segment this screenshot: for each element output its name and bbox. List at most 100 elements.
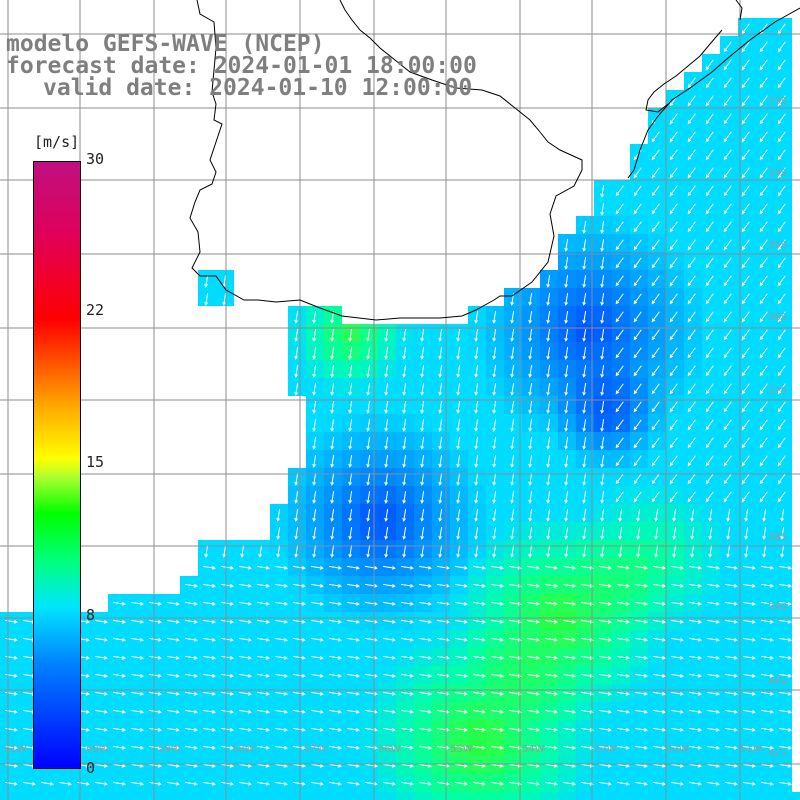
wind-vector-arrow <box>742 619 756 624</box>
wind-vector-arrow <box>292 691 306 696</box>
wind-speed-cell <box>252 792 270 800</box>
wind-vector-arrow <box>474 436 479 450</box>
wind-vector-arrow <box>669 257 678 269</box>
wind-vector-arrow <box>544 673 558 678</box>
wind-vector-arrow <box>130 601 144 606</box>
wind-vector-arrow <box>274 565 288 570</box>
wind-speed-cell <box>54 792 72 800</box>
wind-vector-arrow <box>706 673 720 678</box>
wind-vector-arrow <box>652 619 666 624</box>
wind-vector-arrow <box>777 203 786 215</box>
wind-vector-arrow <box>723 347 732 359</box>
wind-speed-cell <box>792 792 800 800</box>
wind-vector-arrow <box>292 745 306 750</box>
wind-vector-arrow <box>400 745 414 750</box>
wind-vector-arrow <box>687 491 696 503</box>
wind-vector-arrow <box>454 637 468 642</box>
wind-vector-arrow <box>148 691 162 696</box>
wind-vector-arrow <box>382 709 396 714</box>
wind-vector-arrow <box>600 526 605 540</box>
wind-vector-arrow <box>600 184 605 198</box>
wind-vector-arrow <box>492 472 497 486</box>
wind-vector-arrow <box>562 565 576 570</box>
wind-vector-arrow <box>330 382 335 396</box>
wind-vector-arrow <box>148 637 162 642</box>
wind-vector-arrow <box>760 637 774 642</box>
wind-vector-arrow <box>580 601 594 606</box>
wind-speed-cell <box>72 792 90 800</box>
wind-vector-arrow <box>166 709 180 714</box>
wind-vector-arrow <box>672 508 677 522</box>
wind-vector-arrow <box>274 619 288 624</box>
wind-vector-arrow <box>508 709 522 714</box>
wind-vector-arrow <box>402 400 407 414</box>
wind-vector-arrow <box>778 601 792 606</box>
wind-vector-arrow <box>384 526 389 540</box>
wind-vector-arrow <box>238 637 252 642</box>
wind-vector-arrow <box>706 565 720 570</box>
wind-vector-arrow <box>364 673 378 678</box>
wind-vector-arrow <box>741 293 750 305</box>
wind-vector-arrow <box>742 709 756 714</box>
wind-vector-arrow <box>240 544 245 558</box>
wind-vector-arrow <box>220 655 234 660</box>
wind-vector-arrow <box>615 491 624 503</box>
wind-vector-arrow <box>526 655 540 660</box>
wind-vector-arrow <box>562 601 576 606</box>
wind-vector-arrow <box>4 691 18 696</box>
wind-vector-arrow <box>310 673 324 678</box>
wind-vector-arrow <box>472 781 486 786</box>
wind-vector-arrow <box>112 745 126 750</box>
wind-vector-arrow <box>582 310 587 324</box>
wind-vector-arrow <box>312 382 317 396</box>
wind-vector-arrow <box>759 185 768 197</box>
wind-vector-arrow <box>220 583 234 588</box>
wind-vector-arrow <box>510 328 515 342</box>
wind-vector-arrow <box>687 131 696 143</box>
wind-vector-arrow <box>705 77 714 89</box>
wind-vector-arrow <box>760 655 774 660</box>
wind-vector-arrow <box>4 781 18 786</box>
wind-vector-arrow <box>510 346 515 360</box>
wind-vector-arrow <box>294 472 299 486</box>
wind-vector-arrow <box>759 437 768 449</box>
wind-vector-arrow <box>742 781 756 786</box>
wind-vector-arrow <box>492 436 497 450</box>
wind-vector-arrow <box>420 508 425 522</box>
wind-vector-arrow <box>651 329 660 341</box>
title-forecast-date: forecast date: 2024-01-01 18:00:00 <box>6 53 477 79</box>
wind-vector-arrow <box>777 347 786 359</box>
wind-vector-arrow <box>723 455 732 467</box>
wind-vector-arrow <box>274 691 288 696</box>
wind-vector-arrow <box>582 292 587 306</box>
wind-vector-arrow <box>490 709 504 714</box>
wind-vector-arrow <box>112 763 126 768</box>
wind-vector-arrow <box>687 401 696 413</box>
wind-vector-arrow <box>420 418 425 432</box>
wind-vector-arrow <box>618 544 623 558</box>
wind-vector-arrow <box>238 781 252 786</box>
wind-vector-arrow <box>724 709 738 714</box>
wind-vector-arrow <box>402 436 407 450</box>
wind-vector-arrow <box>688 691 702 696</box>
wind-vector-arrow <box>330 400 335 414</box>
wind-vectors <box>4 23 798 800</box>
wind-vector-arrow <box>741 329 750 341</box>
wind-vector-arrow <box>22 781 36 786</box>
wind-vector-arrow <box>472 583 486 588</box>
wind-vector-arrow <box>238 691 252 696</box>
wind-vector-arrow <box>564 472 569 486</box>
wind-vector-arrow <box>777 95 786 107</box>
wind-vector-arrow <box>669 329 678 341</box>
wind-vector-arrow <box>130 691 144 696</box>
title-model: modelo GEFS-WAVE (NCEP) <box>6 31 325 57</box>
wind-vector-arrow <box>312 454 317 468</box>
wind-vector-arrow <box>490 745 504 750</box>
wind-vector-arrow <box>456 364 461 378</box>
wind-vector-arrow <box>112 673 126 678</box>
wind-vector-arrow <box>508 619 522 624</box>
wind-speed-cell <box>18 792 36 800</box>
wind-vector-arrow <box>256 655 270 660</box>
wind-vector-arrow <box>580 763 594 768</box>
wind-vector-arrow <box>330 454 335 468</box>
